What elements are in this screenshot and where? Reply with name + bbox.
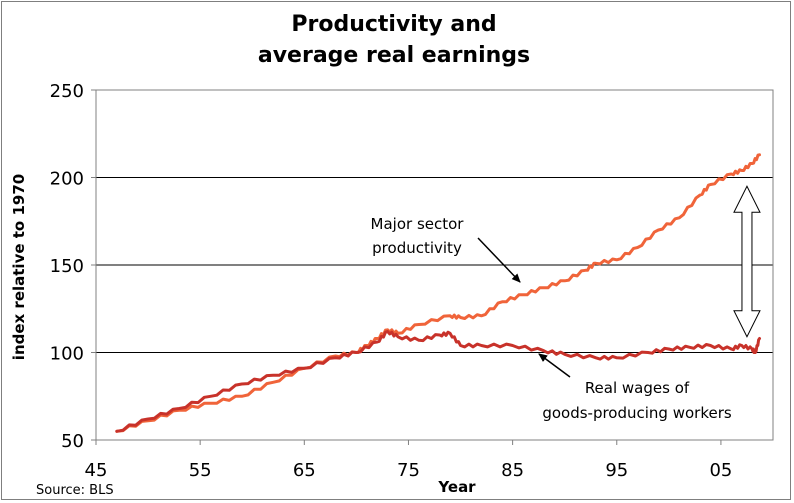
y-axis-ticks: 50 100 150 200 250	[50, 81, 96, 452]
x-tick-label: 95	[605, 460, 628, 481]
gap-double-arrow	[733, 185, 761, 338]
annotation-arrow-productivity	[477, 237, 521, 283]
y-tick-label: 100	[50, 344, 84, 365]
series-line-productivity	[115, 153, 761, 433]
annotation-productivity-line1: Major sector	[371, 215, 465, 233]
y-tick-label: 200	[50, 169, 84, 190]
y-tick-label: 250	[50, 81, 84, 102]
series-line-wages	[115, 330, 761, 433]
y-tick-label: 50	[61, 431, 84, 452]
x-axis-label: Year	[437, 478, 476, 496]
y-axis-label: index relative to 1970	[10, 174, 28, 360]
x-tick-label: 45	[85, 460, 108, 481]
annotation-arrow-wages	[538, 353, 571, 378]
series-lines	[115, 153, 761, 433]
x-tick-label: 65	[293, 460, 316, 481]
chart-title-line1: Productivity and	[291, 12, 496, 37]
x-tick-label: 75	[397, 460, 420, 481]
annotation-productivity-line2: productivity	[372, 239, 462, 257]
x-tick-label: 55	[189, 460, 212, 481]
x-tick-label: 85	[501, 460, 524, 481]
y-tick-label: 150	[50, 256, 84, 277]
x-axis-ticks: 45 55 65 75 85 95 05	[85, 440, 732, 481]
gridlines	[96, 177, 773, 353]
annotation-wages-line1: Real wages of	[585, 379, 690, 397]
x-tick-label: 05	[709, 460, 732, 481]
gap-arrow-shape	[733, 185, 761, 338]
chart-title-line2: average real earnings	[258, 43, 530, 68]
annotation-wages-line2: goods-producing workers	[542, 404, 732, 422]
annotations: Major sector productivity Real wages of goo…	[371, 215, 732, 422]
source-note: Source: BLS	[36, 483, 114, 498]
